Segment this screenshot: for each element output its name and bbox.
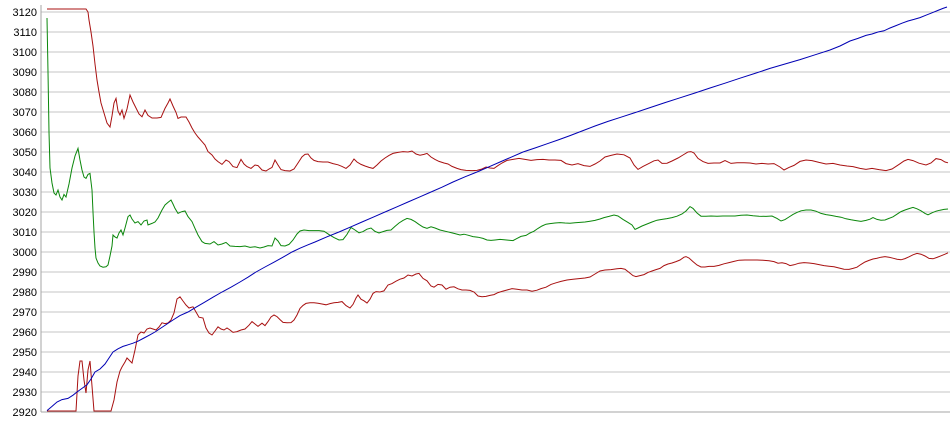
series-red-upper-line — [47, 8, 949, 172]
y-axis-label: 3040 — [13, 167, 37, 179]
series-blue-diagonal-line — [46, 6, 948, 411]
y-axis-label: 3050 — [13, 147, 37, 159]
y-axis-label: 2920 — [13, 407, 37, 419]
axis-lines — [40, 5, 950, 413]
y-axis-label: 3120 — [13, 7, 37, 19]
series-green-middle-line — [46, 17, 949, 268]
y-axis-label: 3000 — [13, 247, 37, 259]
y-axis-label: 2960 — [13, 327, 37, 339]
y-axis-label: 3090 — [13, 67, 37, 79]
y-axis-label: 3080 — [13, 87, 37, 99]
y-axis-label: 3110 — [13, 27, 37, 39]
y-axis-label: 2970 — [13, 307, 37, 319]
y-axis-label: 2940 — [13, 367, 37, 379]
y-axis-label: 3070 — [13, 107, 37, 119]
y-axis-label: 2990 — [13, 267, 37, 279]
y-axis-label: 3010 — [13, 227, 37, 239]
data-series — [46, 6, 949, 412]
gridlines — [41, 11, 950, 413]
y-axis-label: 2930 — [13, 387, 37, 399]
y-axis-label: 3100 — [13, 47, 37, 59]
y-axis-labels: 3120 3110 3100 3090 3080 3070 3060 3050 3040 3030… — [13, 7, 37, 419]
y-axis-label: 3020 — [13, 207, 37, 219]
y-axis-label: 3060 — [13, 127, 37, 139]
y-axis-label: 2950 — [13, 347, 37, 359]
y-axis-label: 3030 — [13, 187, 37, 199]
series-red-lower-line — [47, 252, 949, 412]
y-axis-label: 2980 — [13, 287, 37, 299]
